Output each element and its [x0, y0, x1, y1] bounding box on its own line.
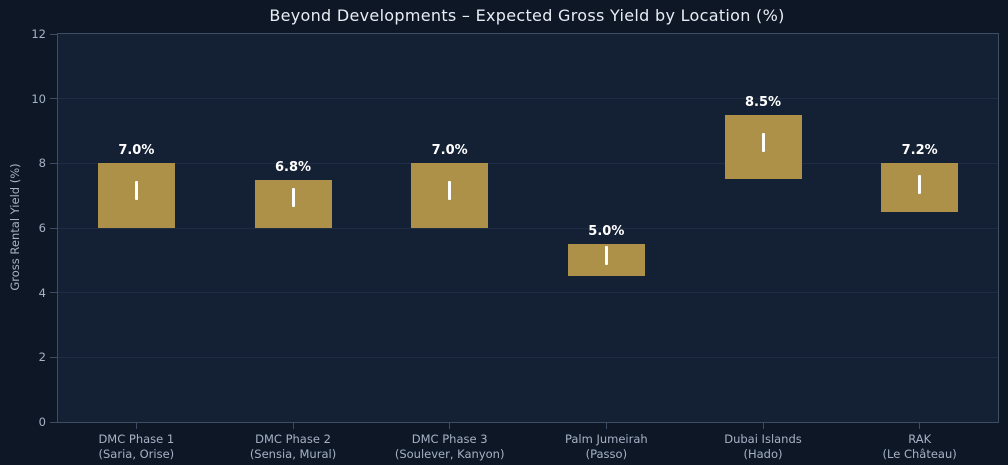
x-category-label-line: DMC Phase 1 [98, 432, 175, 446]
gridline [58, 356, 998, 358]
bar-value-label: 8.5% [744, 94, 782, 110]
y-tick-label: 4 [38, 285, 46, 300]
y-tick-mark [50, 421, 57, 423]
x-category-label-line: DMC Phase 3 [411, 432, 488, 446]
bar-value-label: 7.0% [431, 143, 468, 159]
bar-value-label: 5.0% [588, 224, 625, 240]
x-tick-mark [449, 423, 451, 429]
median-marker [918, 174, 922, 194]
y-tick-label: 12 [31, 27, 46, 41]
bar-value-label: 6.8% [274, 159, 312, 175]
y-tick-mark [50, 98, 57, 100]
x-category-label-line: Palm Jumeirah [564, 432, 648, 446]
x-category-label-line: Dubai Islands [724, 432, 802, 446]
gridline [58, 98, 998, 100]
y-tick-mark [50, 356, 57, 358]
median-marker [134, 181, 138, 201]
x-tick-mark [292, 423, 294, 429]
y-tick-label: 0 [38, 415, 46, 429]
x-tick-mark [605, 423, 607, 429]
x-category-label: DMC Phase 1 (Saria, Orise) [56, 432, 216, 462]
x-category-label-line: (Sensia, Mural) [249, 447, 337, 461]
chart-title: Beyond Developments – Expected Gross Yie… [269, 6, 785, 25]
x-category-label: RAK (Le Château) [840, 432, 1000, 462]
x-category-label-line: RAK [908, 432, 932, 446]
x-tick-mark [919, 423, 921, 429]
y-tick-label: 8 [38, 156, 46, 171]
bar-value-label: 7.0% [118, 143, 155, 159]
x-category-label-line: DMC Phase 2 [255, 432, 331, 446]
x-category-label-line: (Hado) [743, 447, 783, 461]
y-tick-mark [50, 227, 57, 229]
median-marker [448, 181, 452, 201]
x-tick-mark [135, 423, 137, 429]
x-tick-mark [762, 423, 764, 429]
x-category-label: Dubai Islands (Hado) [683, 432, 843, 462]
x-category-label: Palm Jumeirah (Passo) [526, 432, 686, 462]
x-category-label-line: (Le Château) [882, 447, 957, 461]
plot-area: 0 2 4 6 8 10 12 DMC Phase 1 (Saria, Orise) DMC Ph… [31, 27, 999, 461]
y-tick-mark [50, 33, 57, 35]
y-tick-label: 10 [31, 91, 46, 106]
x-category-label-line: (Soulever, Kanyon) [394, 447, 505, 461]
y-tick-label: 6 [38, 221, 46, 235]
bar-value-label: 7.2% [901, 143, 938, 159]
x-category-label-line: (Passo) [585, 447, 628, 461]
median-marker [761, 132, 765, 152]
y-tick-mark [50, 292, 57, 294]
x-category-label-line: (Saria, Orise) [98, 447, 175, 461]
y-tick-label: 2 [38, 350, 46, 365]
x-category-label: DMC Phase 2 (Sensia, Mural) [213, 432, 373, 462]
gridline [58, 162, 998, 164]
gridline [58, 292, 998, 294]
median-marker [291, 187, 295, 207]
gridline [58, 227, 998, 229]
y-tick-mark [50, 162, 57, 164]
median-marker [604, 245, 608, 265]
x-category-label: DMC Phase 3 (Soulever, Kanyon) [370, 432, 530, 462]
